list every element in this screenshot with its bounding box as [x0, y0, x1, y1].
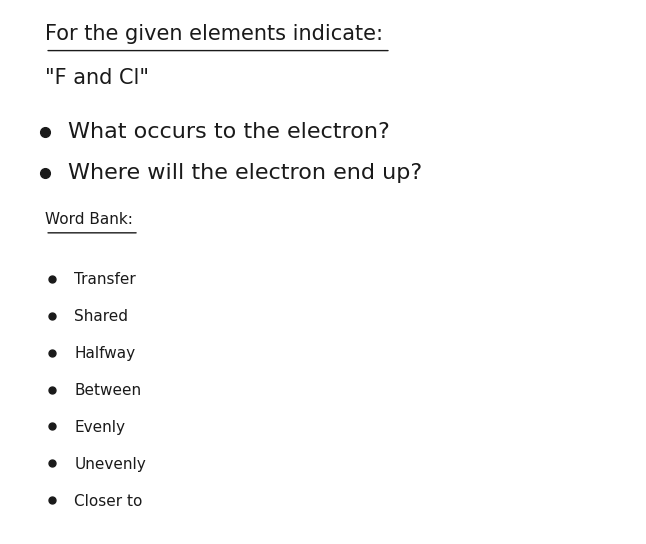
Text: What occurs to the electron?: What occurs to the electron?: [68, 122, 390, 143]
Text: Halfway: Halfway: [74, 346, 136, 361]
Text: Unevenly: Unevenly: [74, 457, 146, 472]
Text: Evenly: Evenly: [74, 420, 125, 435]
Text: Where will the electron end up?: Where will the electron end up?: [68, 163, 422, 183]
Text: Closer to: Closer to: [74, 494, 143, 509]
Text: Shared: Shared: [74, 309, 129, 324]
Text: Between: Between: [74, 383, 141, 398]
Text: Word Bank:: Word Bank:: [45, 212, 133, 227]
Text: "F and Cl": "F and Cl": [45, 68, 149, 88]
Text: Transfer: Transfer: [74, 272, 136, 287]
Text: For the given elements indicate:: For the given elements indicate:: [45, 24, 383, 45]
